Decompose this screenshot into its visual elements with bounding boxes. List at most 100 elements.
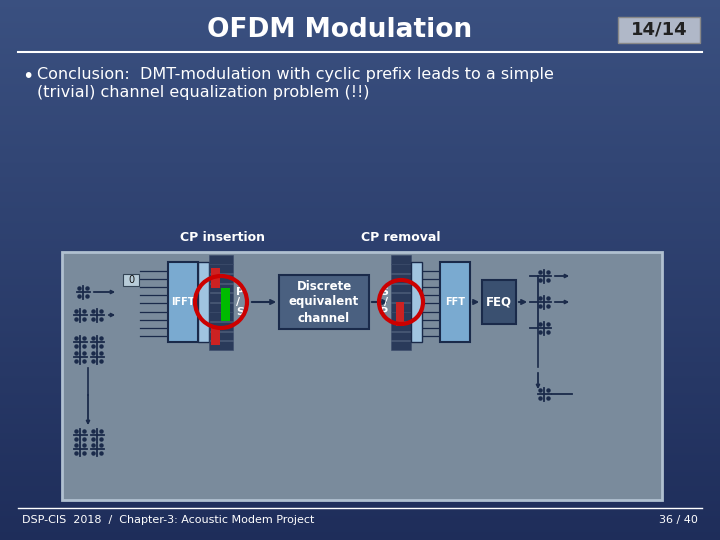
Bar [0,266,720,267]
Bar [0,420,720,421]
Bar [0,161,720,162]
Bar [0,446,720,447]
Bar [0,240,720,241]
Bar [0,515,720,516]
Bar [0,53,720,54]
Bar [0,277,720,278]
Bar [0,377,720,378]
Bar [0,441,720,442]
Bar [0,220,720,221]
Bar [0,167,720,168]
Bar [0,3,720,4]
Bar [0,284,720,285]
Bar [0,390,720,391]
Bar [0,29,720,30]
Bar [0,297,720,298]
Bar [0,523,720,524]
Bar [0,120,720,121]
Bar [0,410,720,411]
Bar [0,271,720,272]
Bar [0,246,720,247]
Bar [0,221,720,222]
Bar [0,463,720,464]
Bar [0,275,720,276]
Bar [0,327,720,328]
Bar [0,273,720,274]
Bar [0,66,720,67]
Bar [123,274,139,286]
Bar [0,1,720,2]
Bar [0,197,720,198]
Bar [0,2,720,3]
Bar [0,82,720,83]
Text: FEQ: FEQ [486,295,512,308]
Bar [0,330,720,331]
Bar [391,274,411,283]
Bar [0,285,720,286]
Bar [0,378,720,379]
Bar [0,212,720,213]
Bar [0,21,720,22]
Bar [0,217,720,218]
Bar [0,203,720,204]
Bar [0,166,720,167]
Text: CP removal: CP removal [361,231,441,244]
Bar [0,488,720,489]
Bar [0,392,720,393]
Bar [0,311,720,312]
Bar [0,6,720,7]
Bar [0,365,720,366]
Bar [0,37,720,38]
Bar [0,528,720,529]
Bar [0,51,720,52]
Bar [0,350,720,351]
Bar [0,294,720,295]
Bar [0,355,720,356]
Bar [0,172,720,173]
Bar [0,373,720,374]
Bar [0,149,720,150]
Bar [0,44,720,45]
Text: 14/14: 14/14 [631,21,688,39]
Bar [0,93,720,94]
Bar [0,261,720,262]
Bar [391,322,411,331]
Bar [0,227,720,228]
Bar [0,405,720,406]
Bar [0,85,720,86]
Bar [0,73,720,74]
Bar [0,434,720,435]
Bar [0,40,720,41]
Bar [0,263,720,264]
Bar [0,368,720,369]
Text: P
/
S: P / S [236,287,244,316]
Bar [0,209,720,210]
Bar [0,223,720,224]
Bar [0,319,720,320]
Bar [0,506,720,507]
Bar [0,123,720,124]
Bar [0,26,720,27]
Bar [0,16,720,17]
Bar [209,313,233,321]
Bar [0,170,720,171]
Bar [0,215,720,216]
Bar [0,339,720,340]
Bar [0,314,720,315]
Bar [0,105,720,106]
Bar [0,328,720,329]
Bar [0,404,720,405]
Bar [0,8,720,9]
Bar [0,529,720,530]
Bar [0,207,720,208]
Bar [0,376,720,377]
Bar [0,108,720,109]
Bar [0,35,720,36]
Bar [0,310,720,311]
Bar [0,164,720,165]
Bar [0,532,720,533]
Bar [0,361,720,362]
Bar [0,4,720,5]
Bar [391,332,411,340]
Bar [0,187,720,188]
